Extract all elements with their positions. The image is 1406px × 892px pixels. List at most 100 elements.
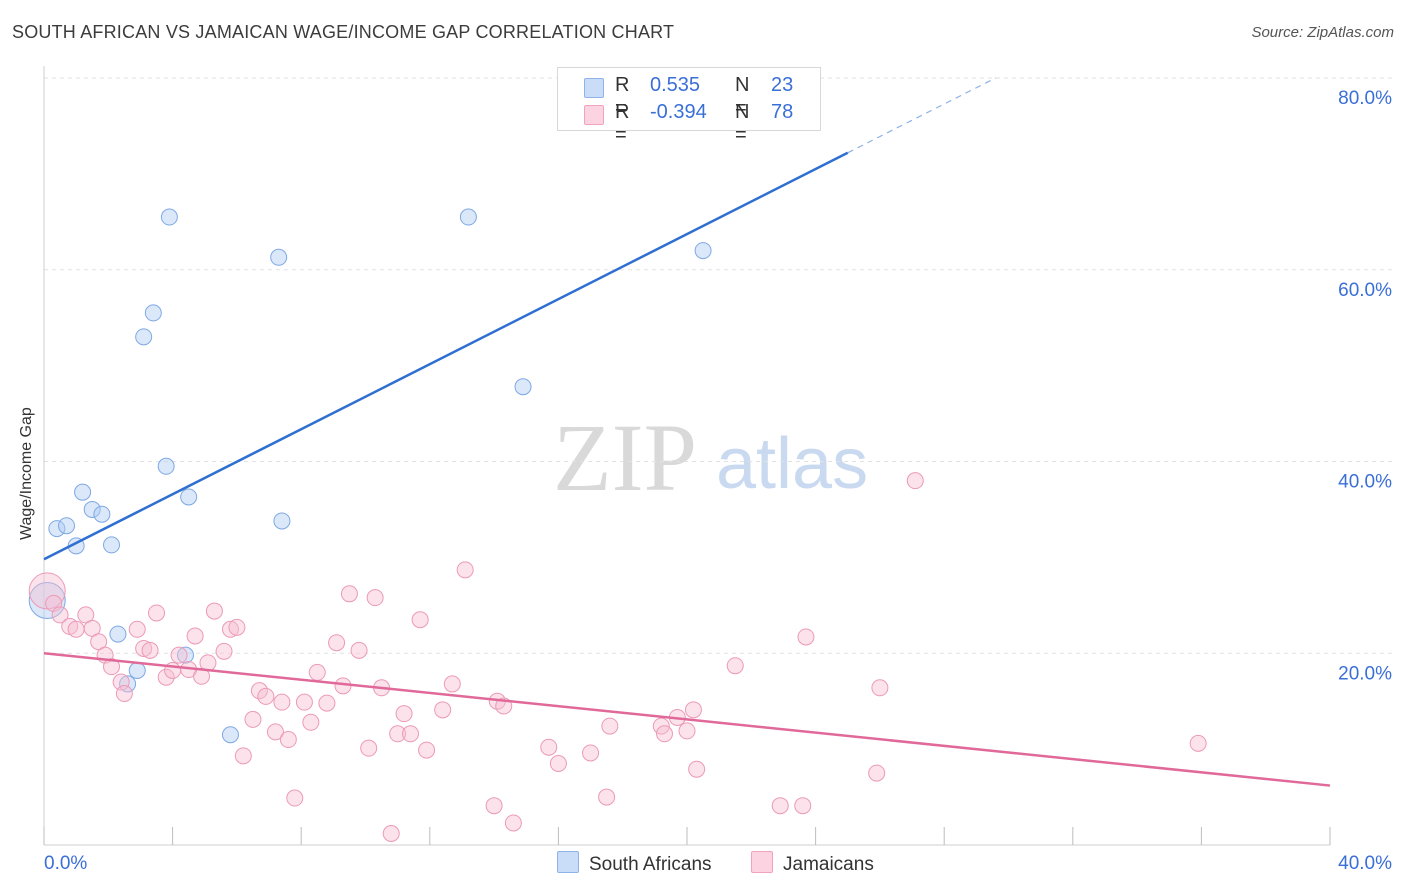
y-tick-label: 20.0% — [1338, 663, 1392, 684]
r-value: 0.535 — [650, 74, 701, 96]
data-point — [28, 582, 66, 620]
data-point — [868, 764, 886, 782]
x-tick-labels: 0.0% 40.0% — [44, 853, 1392, 874]
data-point — [418, 741, 436, 759]
data-point — [221, 726, 239, 744]
legend-swatch-jamaicans — [751, 851, 773, 873]
series-south-africans — [28, 208, 712, 744]
data-point — [382, 824, 400, 842]
stats-swatch-south-africans — [584, 78, 604, 98]
data-point — [598, 788, 616, 806]
r-value: -0.394 — [650, 101, 707, 123]
data-point — [128, 662, 146, 680]
watermark: ZIP atlas — [553, 404, 868, 511]
trend-line-extension-south-africans — [847, 77, 996, 154]
data-point — [726, 657, 744, 675]
data-point — [514, 378, 532, 396]
chart-title: SOUTH AFRICAN VS JAMAICAN WAGE/INCOME GA… — [12, 22, 675, 42]
n-label: N = — [735, 74, 750, 119]
data-point — [83, 500, 101, 518]
n-value: 78 — [771, 101, 794, 123]
data-point — [1189, 734, 1207, 752]
data-point — [157, 668, 175, 686]
data-point — [119, 675, 137, 693]
data-point — [186, 627, 204, 645]
data-point — [456, 561, 474, 579]
data-point — [540, 738, 558, 756]
y-tick-label: 80.0% — [1338, 88, 1392, 109]
series-jamaicans — [28, 472, 1207, 842]
legend-item-jamaicans[interactable]: Jamaicans — [751, 851, 874, 876]
data-point — [135, 328, 153, 346]
data-point — [141, 641, 159, 659]
data-point — [360, 739, 378, 757]
data-point — [318, 694, 336, 712]
legend-item-south-africans[interactable]: South Africans — [557, 851, 712, 876]
data-point — [215, 642, 233, 660]
data-point — [270, 248, 288, 266]
legend-label: South Africans — [589, 854, 712, 875]
data-point — [257, 687, 275, 705]
watermark-zip: ZIP — [553, 404, 697, 511]
r-label: R = — [615, 101, 630, 146]
data-point — [366, 589, 384, 607]
data-point — [250, 682, 268, 700]
data-point — [794, 797, 812, 815]
data-point — [694, 242, 712, 260]
legend-swatch-south-africans — [557, 851, 579, 873]
watermark-atlas: atlas — [716, 424, 868, 504]
data-point — [103, 658, 121, 676]
data-point — [402, 725, 420, 743]
data-point — [48, 520, 66, 538]
data-point — [51, 606, 69, 624]
n-label: N = — [735, 101, 750, 146]
trend-line-jamaicans — [43, 652, 1331, 787]
data-point — [170, 646, 188, 664]
data-point — [395, 705, 413, 723]
data-point — [485, 797, 503, 815]
data-point — [180, 488, 198, 506]
y-tick-label: 60.0% — [1338, 280, 1392, 301]
x-tick-label: 0.0% — [44, 853, 87, 874]
data-point — [128, 620, 146, 638]
data-point — [148, 604, 166, 622]
data-point — [234, 747, 252, 765]
data-point — [266, 723, 284, 741]
y-tick-label: 40.0% — [1338, 472, 1392, 493]
data-point — [504, 814, 522, 832]
data-point — [160, 208, 178, 226]
data-point — [115, 685, 133, 703]
data-point — [434, 701, 452, 719]
data-point — [74, 483, 92, 501]
data-point — [221, 620, 239, 638]
n-value: 23 — [771, 74, 794, 96]
axes — [43, 66, 1331, 846]
data-point — [103, 536, 121, 554]
data-point — [678, 722, 696, 740]
data-point — [228, 618, 246, 636]
data-point — [655, 725, 673, 743]
data-point — [109, 625, 127, 643]
data-point — [244, 710, 262, 728]
data-point — [549, 755, 567, 773]
data-point — [411, 611, 429, 629]
data-point — [771, 797, 789, 815]
legend-label: Jamaicans — [783, 854, 874, 875]
x-tick-label: 40.0% — [1338, 853, 1392, 874]
data-point — [601, 717, 619, 735]
data-point — [279, 731, 297, 749]
data-point — [582, 744, 600, 762]
data-point — [328, 634, 346, 652]
data-point — [176, 646, 194, 664]
data-point — [157, 457, 175, 475]
stats-swatch-jamaicans — [584, 105, 604, 125]
trend-lines — [43, 77, 1331, 787]
data-point — [67, 620, 85, 638]
grid-lines — [44, 77, 1392, 654]
data-point — [273, 693, 291, 711]
data-point — [286, 789, 304, 807]
data-point — [58, 517, 76, 535]
data-point — [273, 512, 291, 530]
data-point — [688, 760, 706, 778]
data-point — [350, 641, 368, 659]
